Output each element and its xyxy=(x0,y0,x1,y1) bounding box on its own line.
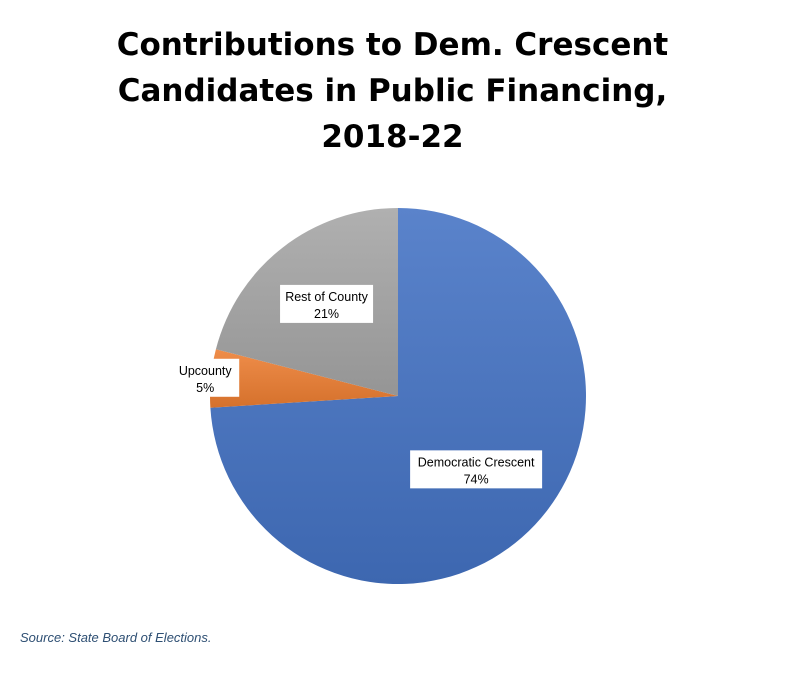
data-label-value: 5% xyxy=(196,381,214,395)
source-note: Source: State Board of Elections. xyxy=(20,630,212,645)
chart-title: Contributions to Dem. Crescent Candidate… xyxy=(0,22,785,160)
data-label-value: 21% xyxy=(314,307,339,321)
data-label-democratic-crescent: Democratic Crescent 74% xyxy=(410,450,543,489)
data-label-box xyxy=(171,358,240,397)
pie-slice-democratic-crescent xyxy=(210,208,586,585)
data-label-box xyxy=(410,450,543,489)
data-label-value: 74% xyxy=(464,472,489,486)
data-label-rest-of-county: Rest of County 21% xyxy=(280,284,374,323)
chart-title-line-3: 2018-22 xyxy=(321,119,464,155)
data-label-category: Rest of County xyxy=(285,290,368,304)
pie-slices xyxy=(209,208,586,585)
data-label-box xyxy=(280,284,374,323)
pie-data-labels: Democratic Crescent 74% Upcounty 5% Rest of … xyxy=(171,284,543,489)
chart-title-line-1: Contributions to Dem. Crescent xyxy=(116,27,669,63)
pie-slice-upcounty xyxy=(209,349,398,408)
data-label-upcounty: Upcounty 5% xyxy=(171,358,240,397)
data-label-category: Democratic Crescent xyxy=(418,455,535,469)
chart-title-line-2: Candidates in Public Financing, xyxy=(117,73,668,109)
data-label-category: Upcounty xyxy=(179,364,233,378)
